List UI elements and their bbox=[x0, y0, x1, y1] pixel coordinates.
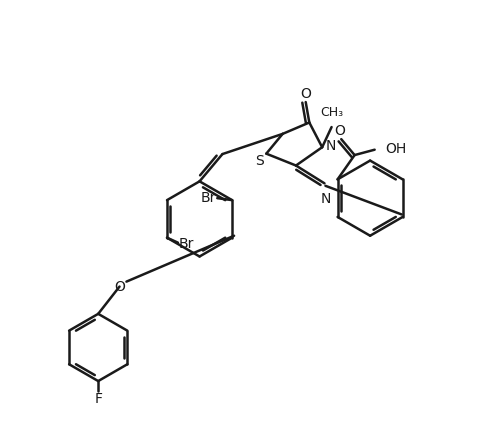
Text: N: N bbox=[326, 139, 336, 153]
Text: OH: OH bbox=[385, 142, 407, 156]
Text: O: O bbox=[334, 124, 345, 138]
Text: S: S bbox=[255, 154, 264, 168]
Text: O: O bbox=[300, 87, 311, 101]
Text: O: O bbox=[114, 280, 125, 294]
Text: CH₃: CH₃ bbox=[321, 106, 344, 119]
Text: Br: Br bbox=[179, 236, 194, 251]
Text: F: F bbox=[94, 392, 102, 406]
Text: Br: Br bbox=[201, 191, 216, 205]
Text: N: N bbox=[320, 192, 331, 206]
